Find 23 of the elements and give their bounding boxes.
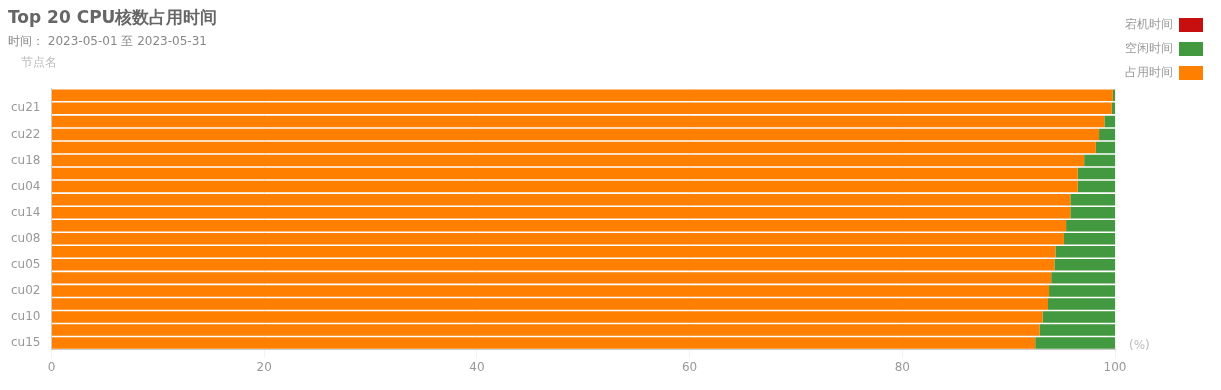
y-tick-label: cu02: [10, 283, 41, 298]
chart-subtitle: 时间： 2023-05-01 至 2023-05-31: [8, 33, 207, 48]
x-tick-label: 20: [256, 359, 272, 374]
x-tick-label: 60: [681, 359, 698, 374]
legend-label: 空闲时间: [1125, 41, 1173, 56]
x-tick-label: 40: [469, 359, 485, 374]
y-tick-label: cu14: [10, 204, 41, 219]
x-tick-label: 0: [47, 359, 56, 374]
y-tick-label: cu05: [10, 256, 41, 271]
y-tick-label: cu15: [10, 335, 41, 350]
legend-label: 占用时间: [1125, 65, 1173, 80]
y-axis-title: 节点名: [21, 54, 58, 69]
y-tick-label: cu21: [10, 100, 41, 115]
chart-title: Top 20 CPU核数占用时间: [8, 6, 218, 27]
legend-label: 宕机时间: [1125, 17, 1173, 32]
x-axis-title: (%): [1129, 337, 1150, 352]
x-tick-label: 100: [1103, 359, 1127, 374]
x-tick-label: 80: [894, 359, 910, 374]
y-tick-label: cu22: [10, 126, 41, 141]
y-tick-label: cu10: [10, 309, 41, 324]
y-tick-label: cu08: [10, 230, 41, 245]
y-tick-label: cu18: [10, 152, 41, 167]
y-tick-label: cu04: [10, 178, 41, 193]
